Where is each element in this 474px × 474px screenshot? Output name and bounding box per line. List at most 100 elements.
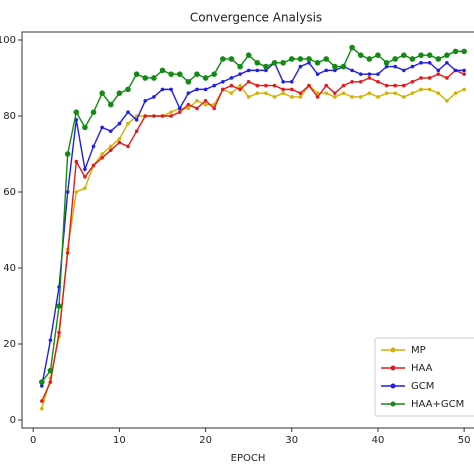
data-point (108, 148, 113, 152)
legend-marker (390, 383, 396, 389)
data-point (462, 68, 466, 73)
data-point (358, 72, 363, 76)
data-point (221, 79, 225, 84)
data-point (221, 87, 225, 92)
data-point (48, 380, 53, 384)
data-point (384, 83, 389, 88)
data-point (445, 98, 449, 103)
data-point (315, 91, 320, 95)
data-point (307, 60, 311, 65)
data-point (357, 52, 364, 58)
data-point (133, 71, 140, 77)
data-point (74, 190, 79, 194)
data-point (350, 95, 354, 99)
data-point (298, 95, 303, 99)
data-point (126, 121, 130, 126)
data-point (100, 152, 104, 156)
data-point (445, 60, 449, 65)
data-point (263, 63, 269, 70)
data-point (384, 91, 389, 95)
x-tick-label: 0 (30, 435, 36, 446)
data-point (350, 79, 354, 84)
data-point (117, 140, 122, 145)
data-point (40, 384, 44, 388)
data-point (126, 144, 130, 149)
data-point (376, 95, 380, 99)
legend-label: GCM (411, 381, 434, 392)
data-point (245, 52, 252, 58)
y-tick-label: 40 (3, 263, 16, 274)
data-point (461, 48, 467, 55)
data-point (254, 59, 261, 66)
data-point (126, 110, 130, 114)
data-point (289, 87, 294, 92)
data-point (83, 167, 87, 171)
data-point (281, 91, 285, 95)
data-point (401, 52, 407, 58)
data-point (427, 76, 432, 80)
data-point (195, 98, 199, 103)
data-point (255, 83, 260, 88)
data-point (229, 76, 234, 80)
data-point (289, 79, 294, 84)
data-point (48, 338, 53, 343)
data-point (462, 72, 466, 76)
data-point (340, 63, 347, 70)
legend-marker (390, 401, 396, 407)
data-point (255, 91, 260, 95)
y-tick-label: 20 (3, 339, 16, 350)
data-point (409, 56, 416, 62)
data-point (264, 68, 268, 73)
data-point (376, 79, 380, 84)
data-point (90, 109, 97, 115)
data-point (384, 64, 389, 69)
data-point (281, 87, 285, 92)
data-point (65, 190, 70, 194)
data-point (436, 72, 441, 76)
x-tick-label: 20 (199, 435, 212, 446)
data-point (152, 114, 156, 118)
x-tick-label: 30 (285, 435, 298, 446)
data-point (220, 56, 226, 62)
legend-label: HAA (411, 363, 433, 374)
data-point (418, 52, 424, 58)
data-point (73, 109, 80, 115)
data-point (108, 144, 113, 149)
data-point (402, 83, 406, 88)
data-point (402, 68, 406, 73)
x-tick-label: 10 (113, 435, 126, 446)
data-point (445, 76, 449, 80)
data-point (333, 68, 337, 73)
data-point (203, 98, 208, 103)
data-point (298, 64, 303, 69)
plot-frame (21, 31, 474, 429)
data-point (333, 91, 337, 95)
data-point (228, 56, 235, 62)
data-point (393, 91, 397, 95)
data-point (436, 91, 441, 95)
data-point (212, 106, 216, 111)
data-point (281, 79, 285, 84)
data-point (83, 186, 87, 190)
data-point (324, 91, 329, 95)
data-point (91, 144, 96, 149)
data-point (56, 303, 62, 309)
data-point (298, 91, 303, 95)
data-point (453, 68, 458, 73)
data-point (419, 76, 423, 80)
data-point (238, 72, 242, 76)
data-point (324, 83, 329, 88)
data-point (376, 72, 380, 76)
data-point (185, 78, 192, 85)
data-point (47, 367, 54, 374)
data-point (410, 79, 415, 84)
y-tick-label: 60 (3, 187, 16, 198)
data-point (314, 59, 321, 66)
data-point (186, 102, 191, 107)
data-point (195, 87, 199, 92)
data-point (358, 79, 363, 84)
data-point (383, 59, 390, 66)
series-line (41, 46, 465, 383)
data-point (375, 52, 381, 58)
data-point (65, 251, 70, 255)
